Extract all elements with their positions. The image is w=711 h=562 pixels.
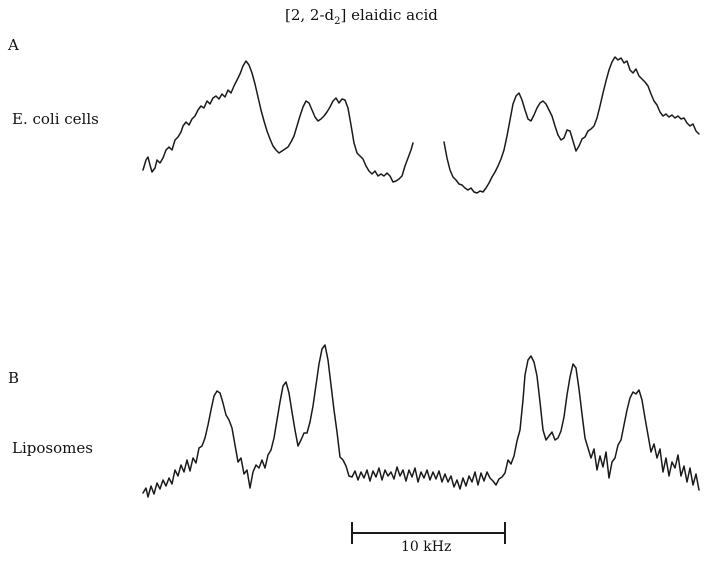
spectrum-a-right-trace: [443, 56, 700, 194]
panel-b-label: Liposomes: [12, 439, 93, 457]
panel-b-letter: B: [8, 369, 20, 387]
title-subscript: 2: [334, 16, 341, 27]
figure-title: [2, 2-d2] elaidic acid: [285, 8, 438, 27]
title-end: ] elaidic acid: [340, 6, 438, 24]
scale-bar-label: 10 kHz: [401, 539, 452, 555]
spectrum-b-trace: [142, 344, 700, 498]
title-main: [2, 2-d: [285, 6, 335, 24]
panel-a-letter: A: [8, 36, 19, 54]
spectrum-a-left-trace: [142, 60, 414, 183]
panel-a-label: E. coli cells: [12, 110, 99, 128]
